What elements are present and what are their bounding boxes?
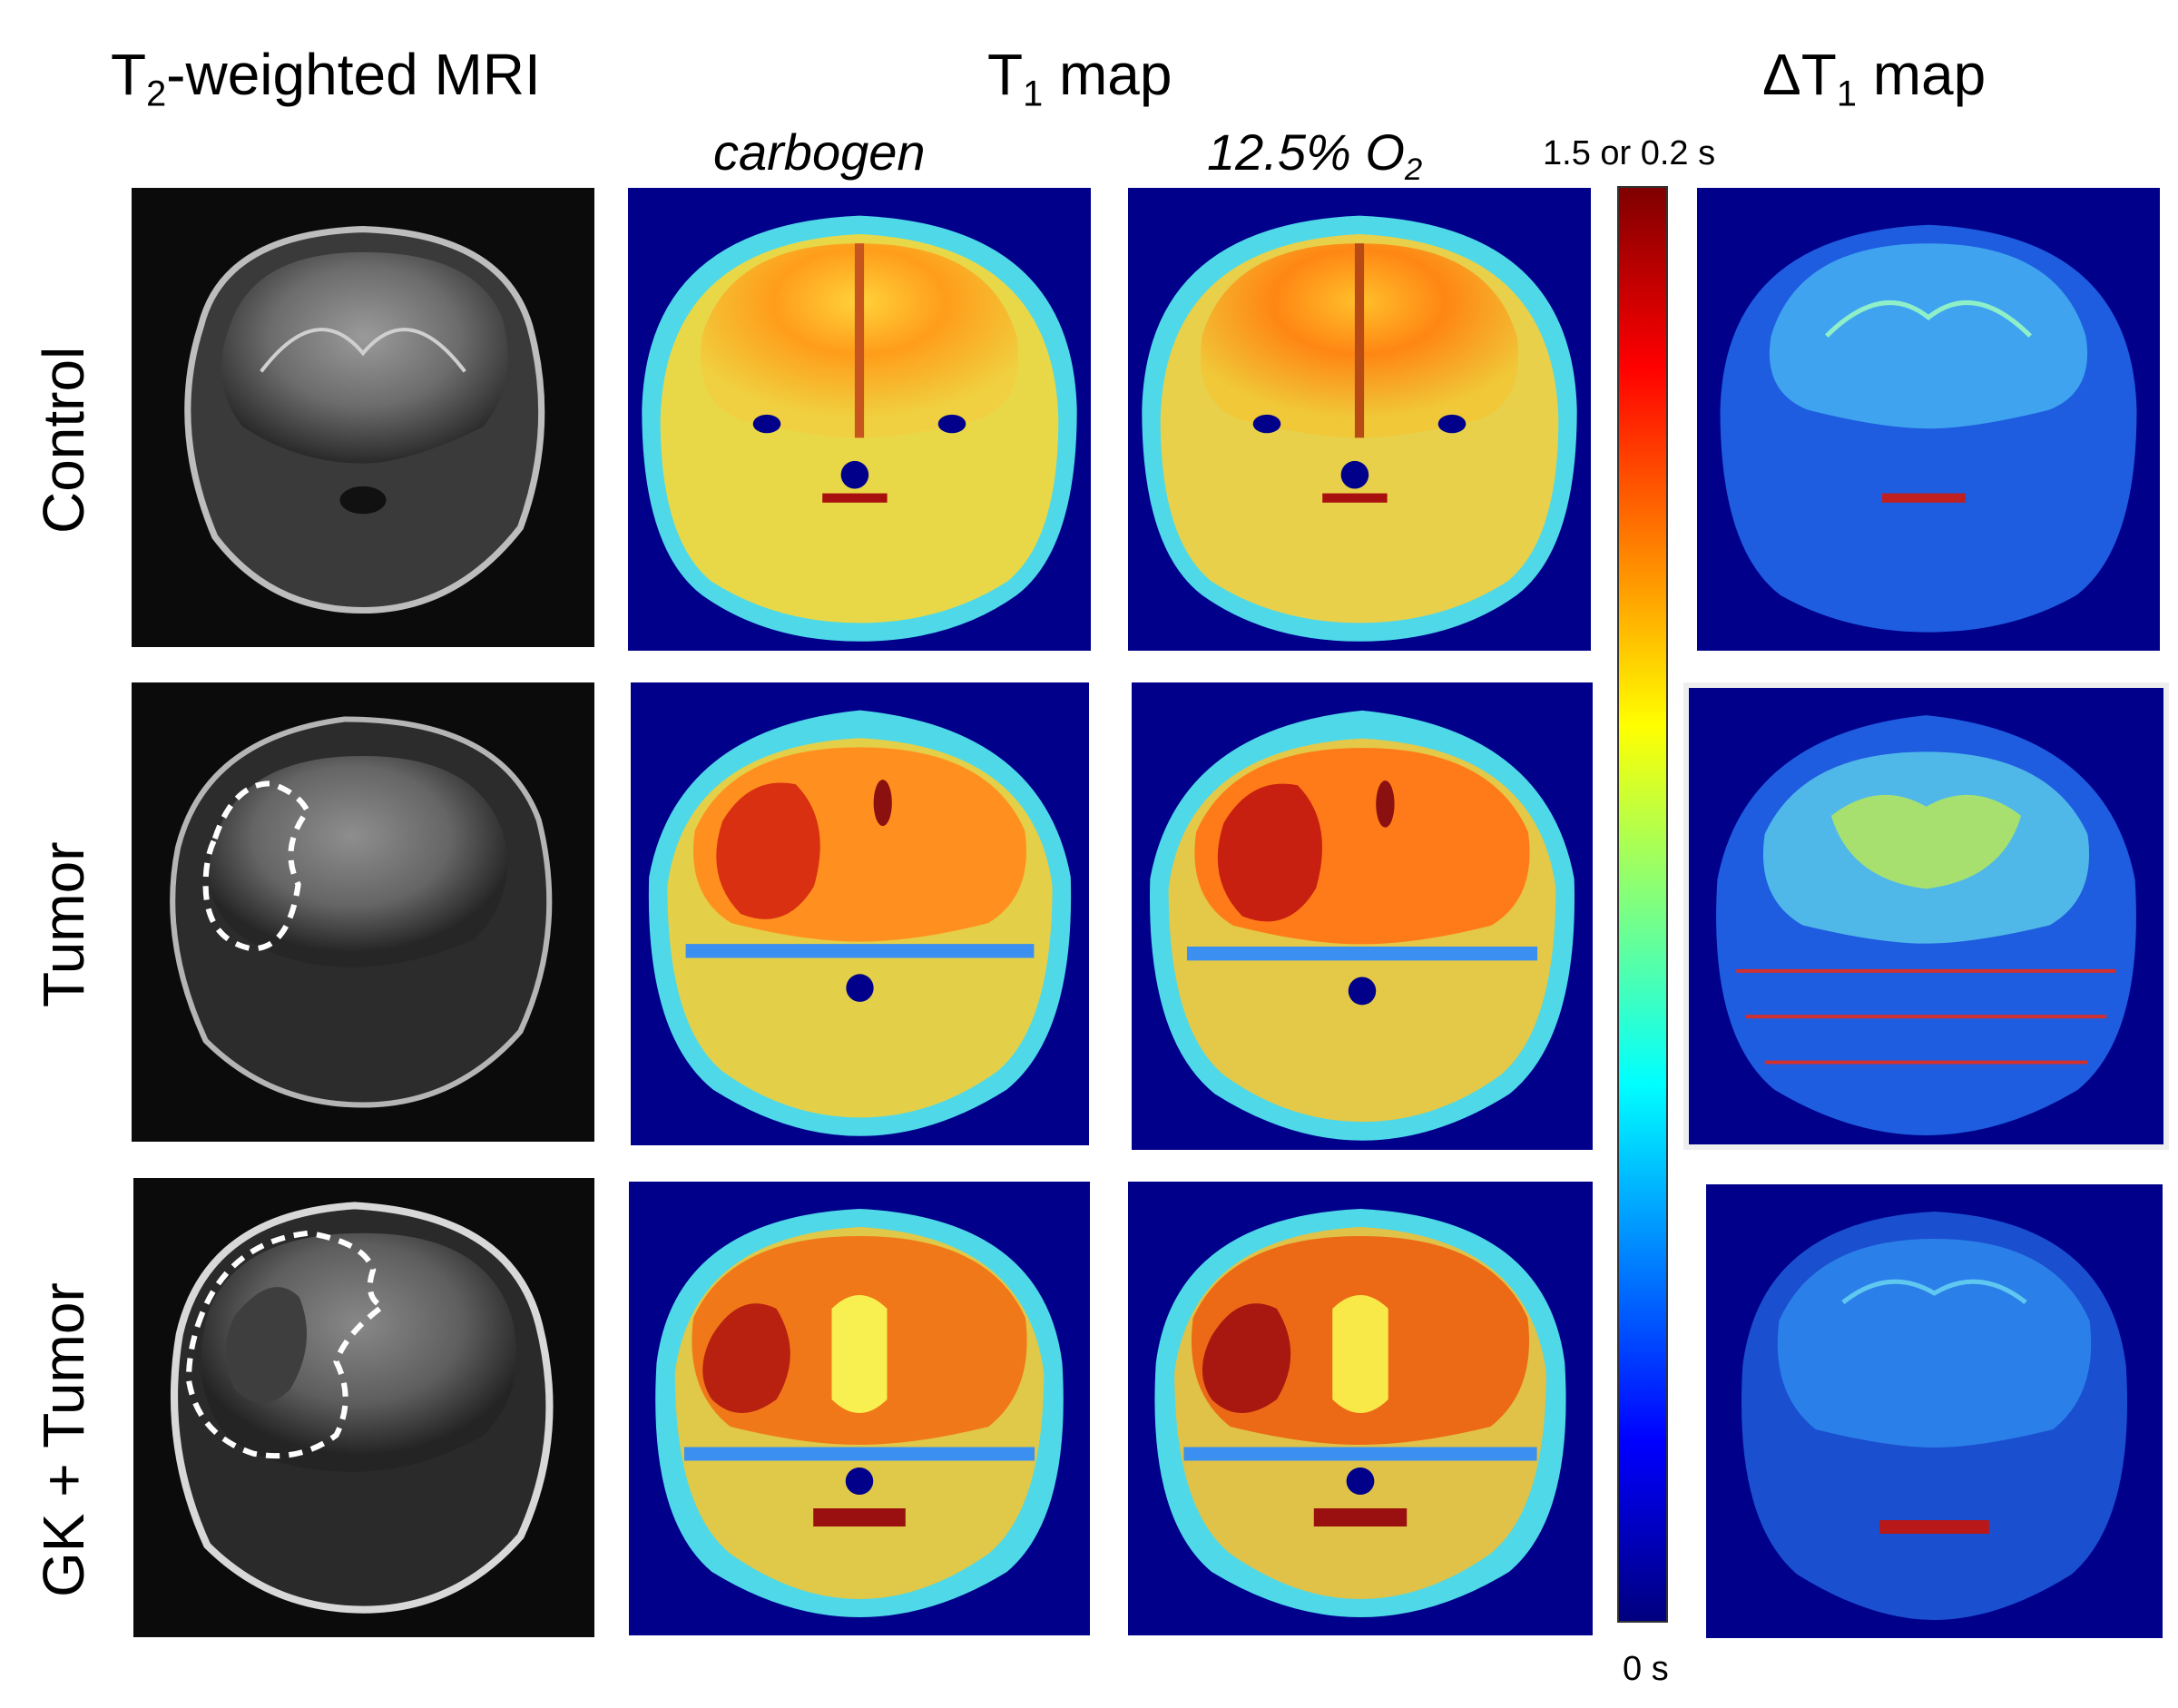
condition-hypoxia-sub: 2 [1404,152,1423,188]
tumor-outline [202,780,311,952]
header-t1-post: map [1043,42,1172,107]
mri-gk-tumor [133,1178,594,1637]
colorbar-max-label: 1.5 or 0.2 s [1543,134,1716,172]
header-delta-t1-map: ΔT1 map [1762,45,1986,113]
t1map-hypoxia-gk-tumor [1128,1182,1593,1635]
condition-carbogen: carbogen [713,123,926,181]
dt1map-control [1697,188,2160,651]
colorbar-min-label: 0 s [1623,1650,1669,1688]
header-t1-map: T1 map [987,45,1172,113]
t1map-carbogen-gk-tumor [629,1182,1090,1635]
header-t1-sub: 1 [1023,74,1044,114]
header-t1-pre: T [987,42,1024,107]
header-t2-sub: 2 [146,74,167,114]
t1map-carbogen-tumor [631,682,1089,1145]
mri-control [132,188,594,647]
header-dt1-pre: ΔT [1762,42,1837,107]
header-t2-post: -weighted MRI [166,42,541,107]
header-dt1-post: map [1856,42,1987,107]
t1map-hypoxia-control [1128,188,1591,651]
dt1map-gk-tumor [1706,1184,2163,1638]
header-t2-weighted-mri: T2-weighted MRI [111,45,541,113]
condition-hypoxia-pre: 12.5% O [1207,123,1405,181]
row-label-tumor: Tumor [31,841,96,1007]
header-t2-pre: T [111,42,147,107]
header-dt1-sub: 1 [1836,74,1857,114]
row-label-control: Control [31,346,96,534]
mri-tumor [132,682,594,1142]
t1map-hypoxia-tumor [1132,682,1593,1150]
tumor-outline [185,1230,388,1459]
dt1map-tumor [1683,682,2169,1150]
row-label-gk-tumor: GK + Tumor [31,1282,96,1597]
condition-hypoxia: 12.5% O2 [1207,127,1422,186]
colorbar [1617,186,1668,1623]
t1map-carbogen-control [628,188,1091,651]
